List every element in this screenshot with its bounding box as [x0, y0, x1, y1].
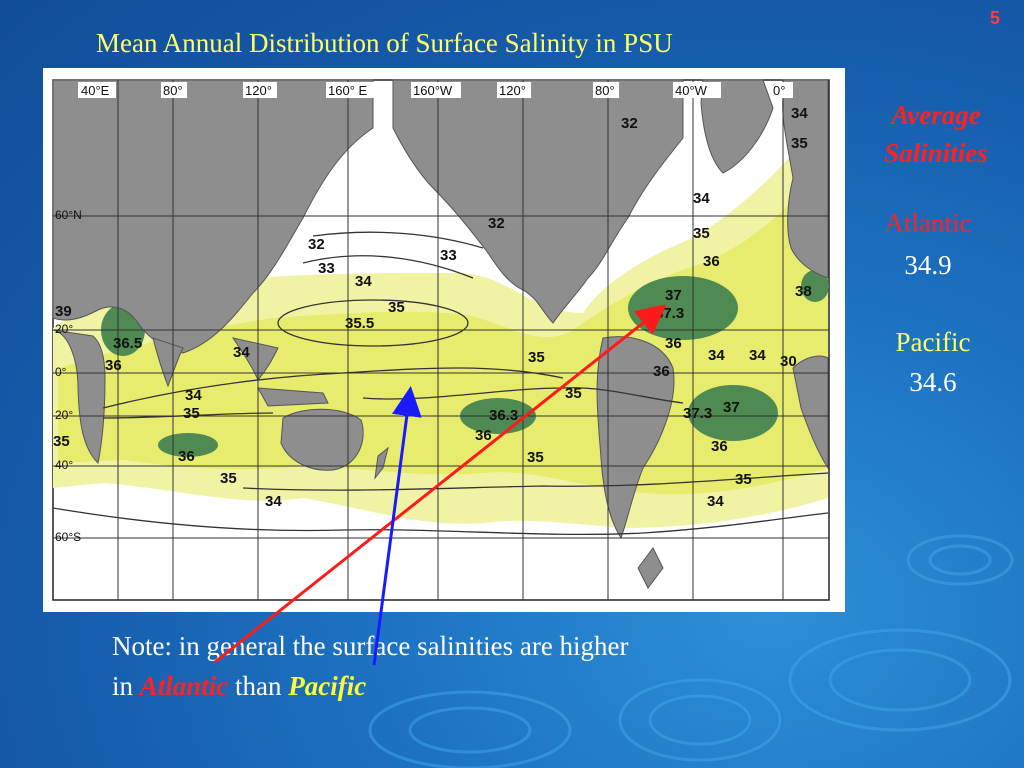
contour-label: 34	[693, 190, 710, 207]
contour-label: 33	[318, 260, 335, 277]
lon-label: 160°W	[413, 83, 453, 98]
contour-label: 35	[528, 349, 545, 366]
contour-label: 35	[220, 470, 237, 487]
note-pacific: Pacific	[288, 671, 367, 701]
pacific-value: 34.6	[909, 367, 957, 397]
lon-label: 120°	[499, 83, 526, 98]
contour-label: 37	[723, 399, 740, 416]
note-middle: than	[228, 671, 289, 701]
latitude-labels: 60°N 20° 0° 20° 40° 60°S	[55, 208, 82, 544]
land-europe	[782, 79, 829, 279]
contour-label: 36.3	[489, 407, 518, 424]
salinity-map: 40°E 80° 120° 160° E 160°W 120° 80° 40°W…	[43, 68, 845, 612]
contour-label: 36	[105, 357, 122, 374]
heading-line-1: Average	[891, 100, 981, 130]
contour-label: 32	[308, 236, 325, 253]
note-prefix: in	[112, 671, 140, 701]
contour-label: 34	[185, 387, 202, 404]
contour-label: 36.5	[113, 335, 142, 352]
lat-label: 0°	[55, 365, 67, 379]
lon-label: 0°	[773, 83, 785, 98]
contour-label: 38	[795, 283, 812, 300]
slide-title: Mean Annual Distribution of Surface Sali…	[96, 28, 673, 58]
contour-label: 36	[653, 363, 670, 380]
contour-label: 37.3	[683, 405, 712, 422]
contour-label: 32	[621, 115, 638, 132]
heading-line-2: Salinities	[884, 138, 988, 168]
average-salinities-heading: Average Salinities	[866, 96, 1006, 172]
slide-number: 5	[990, 8, 1001, 28]
note-text: Note: in general the surface salinities …	[112, 626, 812, 706]
contour-label: 36	[178, 448, 195, 465]
contour-label: 35	[53, 433, 70, 450]
lon-label: 40°E	[81, 83, 110, 98]
contour-label: 35	[183, 405, 200, 422]
contour-label: 35	[527, 449, 544, 466]
lat-label: 60°N	[55, 208, 82, 222]
contour-label: 34	[707, 493, 724, 510]
contour-label: 34	[708, 347, 725, 364]
land-greenland	[700, 79, 774, 174]
contour-label: 39	[55, 303, 72, 320]
contour-label: 34	[791, 105, 808, 122]
contour-label: 30	[780, 353, 797, 370]
contour-label: 33	[440, 247, 457, 264]
contour-label: 34	[233, 344, 250, 361]
note-line-1: Note: in general the surface salinities …	[112, 631, 629, 661]
pacific-label: Pacific	[895, 327, 971, 357]
contour-label: 35	[693, 225, 710, 242]
zone-max-south-atlantic	[688, 385, 778, 441]
contour-label: 35	[388, 299, 405, 316]
contour-label: 37	[665, 287, 682, 304]
contour-label: 32	[488, 215, 505, 232]
contour-label: 35	[735, 471, 752, 488]
lat-label: 20°	[55, 408, 73, 422]
land-africa-east	[792, 355, 829, 470]
contour-label: 36	[711, 438, 728, 455]
lon-label: 120°	[245, 83, 272, 98]
atlantic-value: 34.9	[904, 250, 952, 280]
note-line-2: in Atlantic than Pacific	[112, 666, 812, 706]
contour-label: 35	[565, 385, 582, 402]
salinity-map-svg: 40°E 80° 120° 160° E 160°W 120° 80° 40°W…	[52, 79, 830, 601]
longitude-labels: 40°E 80° 120° 160° E 160°W 120° 80° 40°W…	[78, 82, 793, 98]
atlantic-label: Atlantic	[884, 208, 972, 238]
contour-label: 36	[665, 335, 682, 352]
contour-label: 34	[265, 493, 282, 510]
contour-label: 35	[791, 135, 808, 152]
note-atlantic: Atlantic	[139, 671, 229, 701]
contour-label: 36	[475, 427, 492, 444]
contour-label: 35.5	[345, 315, 374, 332]
lat-label: 40°	[55, 458, 73, 472]
lon-label: 160° E	[328, 83, 368, 98]
lon-label: 80°	[595, 83, 615, 98]
lon-label: 40°W	[675, 83, 708, 98]
lat-label: 20°	[55, 322, 73, 336]
land-india	[152, 337, 184, 388]
land-africa	[52, 329, 106, 465]
contour-label: 36	[703, 253, 720, 270]
contour-label: 34	[749, 347, 766, 364]
zone-max-mediterranean	[801, 270, 829, 302]
lat-label: 60°S	[55, 530, 81, 544]
lon-label: 80°	[163, 83, 183, 98]
contour-label: 37.3	[655, 305, 684, 322]
contour-label: 34	[355, 273, 372, 290]
